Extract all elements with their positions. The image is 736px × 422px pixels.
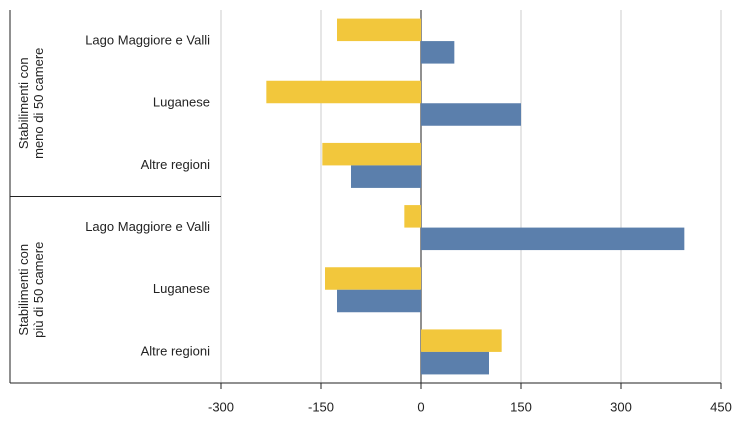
- bar: [325, 267, 421, 290]
- group-label-line: più di 50 camere: [31, 242, 46, 338]
- bar: [421, 329, 502, 352]
- x-tick-label: 0: [417, 399, 424, 414]
- bar: [421, 351, 489, 375]
- bar: [404, 205, 421, 228]
- group-label-line: Stabilimenti con: [16, 244, 31, 336]
- group-label-line: Stabilimenti con: [16, 57, 31, 149]
- x-tick-label: 450: [710, 399, 732, 414]
- bar: [421, 103, 521, 126]
- y-tick-label: Luganese: [153, 281, 210, 296]
- bar: [351, 165, 421, 188]
- x-tick-label: -300: [208, 399, 234, 414]
- bar: [421, 41, 455, 64]
- x-tick-label: 300: [610, 399, 632, 414]
- x-tick-label: -150: [308, 399, 334, 414]
- group-label: Stabilimenti conpiù di 50 camere: [16, 242, 46, 338]
- bar: [266, 80, 421, 104]
- y-tick-label: Lago Maggiore e Valli: [85, 33, 210, 48]
- bar: [337, 18, 421, 42]
- y-tick-label: Altre regioni: [141, 343, 210, 358]
- group-label: Stabilimenti conmeno di 50 camere: [16, 48, 46, 159]
- y-tick-label: Altre regioni: [141, 157, 210, 172]
- bar: [337, 289, 421, 313]
- x-tick-label: 150: [510, 399, 532, 414]
- y-tick-label: Lago Maggiore e Valli: [85, 219, 210, 234]
- y-tick-label: Luganese: [153, 95, 210, 110]
- bar: [421, 227, 685, 251]
- bar: [322, 142, 421, 166]
- group-label-line: meno di 50 camere: [31, 48, 46, 159]
